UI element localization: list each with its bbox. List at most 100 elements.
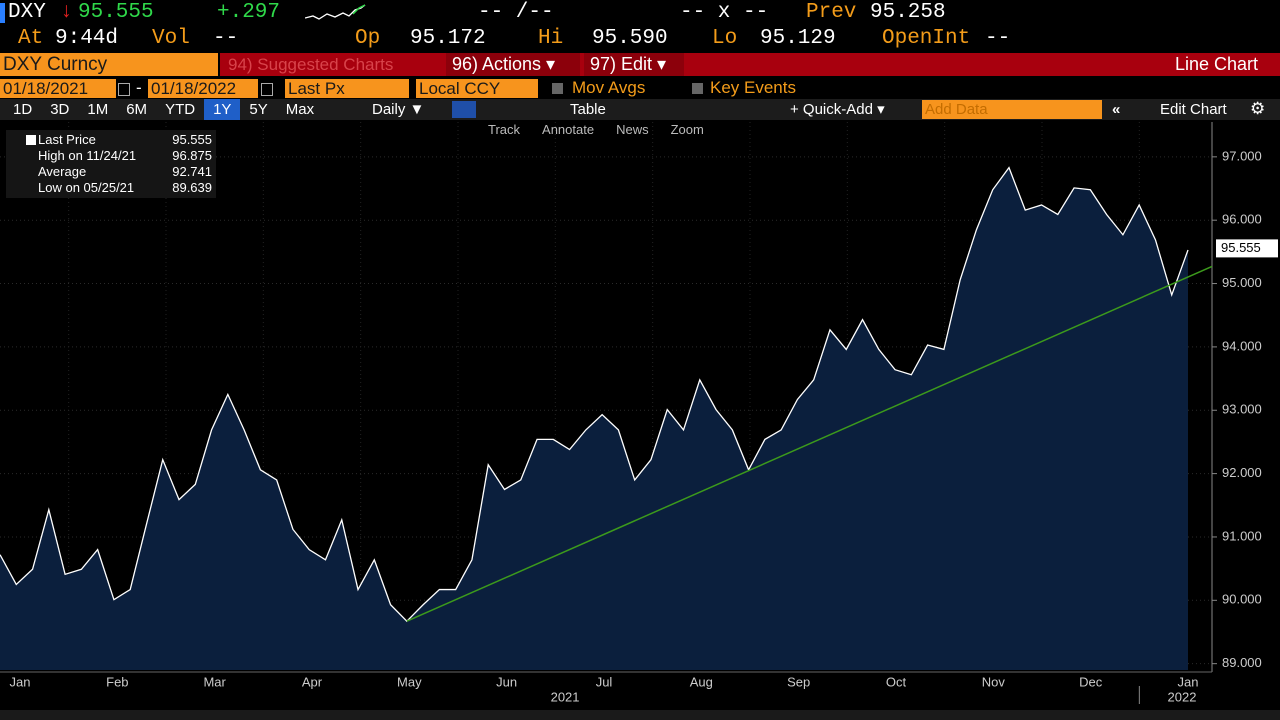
table-button[interactable]: Table (570, 101, 606, 118)
suggested-charts[interactable]: 94) Suggested Charts (228, 55, 394, 74)
oi: -- (985, 27, 1011, 50)
period-button[interactable]: Max (285, 101, 315, 118)
oi-label: OpenInt (882, 27, 971, 50)
high: 95.590 (592, 27, 668, 50)
start-date[interactable]: 01/18/2021 (0, 79, 116, 98)
year-label: 2021 (551, 689, 580, 704)
period-buttons: 1D 3D 1M 6M YTD 1Y 5Y Max (4, 99, 323, 120)
period-button[interactable]: YTD (165, 101, 196, 118)
period-button[interactable]: 5Y (249, 101, 268, 118)
y-tick-label: 94.000 (1222, 338, 1262, 353)
y-tick-label: 92.000 (1222, 465, 1262, 480)
legend-value: 95.555 (172, 132, 212, 147)
x-tick-label: Oct (886, 674, 907, 689)
legend-swatch (26, 135, 36, 145)
settings-icon[interactable]: ⚙ (1250, 99, 1266, 118)
date-dash: - (136, 78, 142, 97)
legend-row: Average 92.741 (10, 164, 212, 180)
y-tick-label: 89.000 (1222, 655, 1262, 670)
area (0, 167, 1188, 670)
actions-menu[interactable]: 96) Actions ▾ (446, 53, 580, 76)
y-tick-label: 97.000 (1222, 148, 1262, 163)
legend-row: Low on 05/25/21 89.639 (10, 180, 212, 196)
last: 95.555 (78, 1, 154, 24)
change: +.297 (217, 1, 281, 24)
high-label: Hi (538, 27, 564, 50)
legend-label: Low on 05/25/21 (38, 180, 135, 195)
y-tick-label: 95.000 (1222, 275, 1262, 290)
mov-avgs[interactable]: Mov Avgs (572, 78, 646, 97)
view-title: Line Chart (1174, 54, 1258, 74)
bid-ask: -- /-- (478, 1, 554, 24)
frequency[interactable]: Daily ▼ (372, 101, 425, 118)
period-button[interactable]: 1D (13, 101, 33, 118)
low-label: Lo (712, 27, 738, 50)
edit-menu[interactable]: 97) Edit ▾ (584, 53, 684, 76)
x-tick-label: Apr (302, 674, 323, 689)
x-tick-label: Nov (982, 674, 1006, 689)
legend: Last Price 95.555 High on 11/24/21 96.875 Av… (6, 130, 216, 198)
x-tick-label: Dec (1079, 674, 1103, 689)
quick-add[interactable]: + Quick-Add ▾ (790, 101, 885, 118)
prev-label: Prev (806, 1, 857, 24)
tool-button[interactable]: News (616, 122, 649, 137)
tool-button[interactable]: Zoom (670, 122, 704, 137)
open: 95.172 (410, 27, 486, 50)
calendar-icon[interactable] (118, 83, 130, 96)
edit-chart[interactable]: Edit Chart (1160, 101, 1227, 118)
legend-row: Last Price 95.555 (10, 132, 212, 148)
y-tick-label: 91.000 (1222, 528, 1262, 543)
x-tick-label: Aug (690, 674, 713, 689)
legend-row: High on 11/24/21 96.875 (10, 148, 212, 164)
line (0, 166, 1189, 623)
legend-label: High on 11/24/21 (38, 148, 137, 163)
field-select[interactable]: Last Px (285, 79, 409, 98)
x-tick-label: Mar (203, 674, 226, 689)
security-input[interactable]: DXY Curncy (0, 53, 218, 76)
tool-button[interactable]: Annotate (542, 122, 595, 137)
x-tick-label: Jul (596, 674, 613, 689)
trendline (406, 265, 1213, 622)
ticker: DXY (8, 1, 46, 24)
time: 9:44d (55, 27, 119, 50)
tool-button[interactable]: Track (488, 122, 521, 137)
vol-label: Vol (152, 27, 190, 50)
line-icon[interactable] (452, 101, 476, 118)
legend-label: Average (38, 164, 87, 179)
calendar-icon[interactable] (261, 83, 273, 96)
last-value-tag (1216, 239, 1278, 258)
status-bar (0, 710, 1280, 720)
x-tick-label: Feb (106, 674, 128, 689)
arrow: ↓ (60, 1, 73, 24)
last-value-label: 95.555 (1221, 240, 1261, 255)
currency-select[interactable]: Local CCY (416, 79, 538, 98)
x-tick-label: Sep (787, 674, 810, 689)
marker (0, 3, 5, 23)
period-button[interactable]: 1M (87, 101, 109, 118)
period-button[interactable]: 1Y (204, 99, 241, 120)
legend-value: 92.741 (172, 164, 212, 179)
low: 95.129 (760, 27, 836, 50)
key-events[interactable]: Key Events (710, 78, 796, 97)
x-tick-label: Jan (1178, 674, 1199, 689)
y-tick-label: 93.000 (1222, 402, 1262, 417)
checkbox[interactable] (552, 83, 563, 94)
x-tick-label: May (397, 674, 422, 689)
chart-tools: Track Annotate News Zoom (488, 122, 704, 137)
x-tick-label: Jun (496, 674, 517, 689)
checkbox[interactable] (692, 83, 703, 94)
y-tick-label: 90.000 (1222, 592, 1262, 607)
period-button[interactable]: 3D (50, 101, 70, 118)
collapse[interactable]: « (1112, 101, 1121, 118)
period-button[interactable]: 6M (126, 101, 148, 118)
vol: -- (213, 27, 239, 50)
legend-label: Last Price (38, 132, 96, 147)
end-date[interactable]: 01/18/2022 (148, 79, 258, 98)
add-data-input[interactable]: Add Data (922, 100, 1102, 119)
prev: 95.258 (870, 1, 946, 24)
legend-value: 89.639 (172, 180, 212, 195)
legend-value: 96.875 (172, 148, 212, 163)
size: -- x -- (680, 1, 769, 24)
at-label: At (18, 27, 44, 50)
